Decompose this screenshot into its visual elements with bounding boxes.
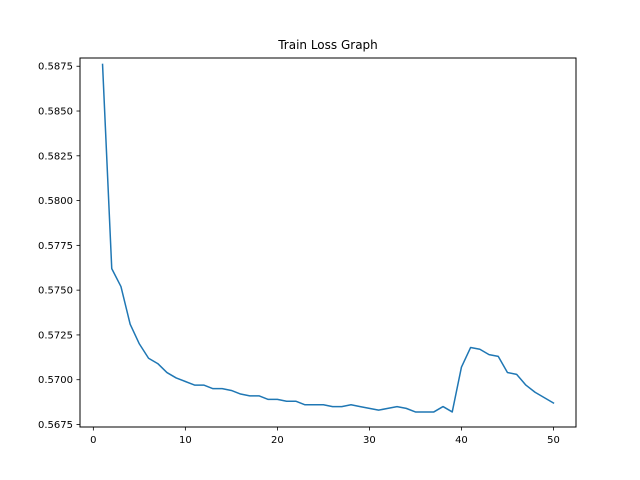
y-tick-label: 0.5725: [38, 330, 73, 341]
x-tick-label: 40: [455, 435, 468, 446]
x-tick-label: 10: [179, 435, 192, 446]
x-tick-label: 30: [363, 435, 376, 446]
y-tick-label: 0.5875: [38, 62, 73, 73]
y-tick-label: 0.5850: [38, 107, 73, 118]
y-tick-label: 0.5750: [38, 286, 73, 297]
y-tick-label: 0.5675: [38, 420, 73, 431]
y-tick-label: 0.5825: [38, 151, 73, 162]
y-tick-label: 0.5700: [38, 375, 73, 386]
x-tick-label: 50: [547, 435, 560, 446]
y-tick-label: 0.5800: [38, 196, 73, 207]
series-line-0: [101, 63, 555, 413]
axes-frame: [79, 57, 577, 428]
x-tick-label: 0: [90, 435, 96, 446]
plot-area: 0 10 20 30 40 50 0.5675 0.5700 0.5725 0.5750 0.577…: [38, 62, 560, 446]
x-tick-label: 20: [271, 435, 284, 446]
chart-title: Train Loss Graph: [277, 38, 378, 52]
y-tick-label: 0.5775: [38, 241, 73, 252]
